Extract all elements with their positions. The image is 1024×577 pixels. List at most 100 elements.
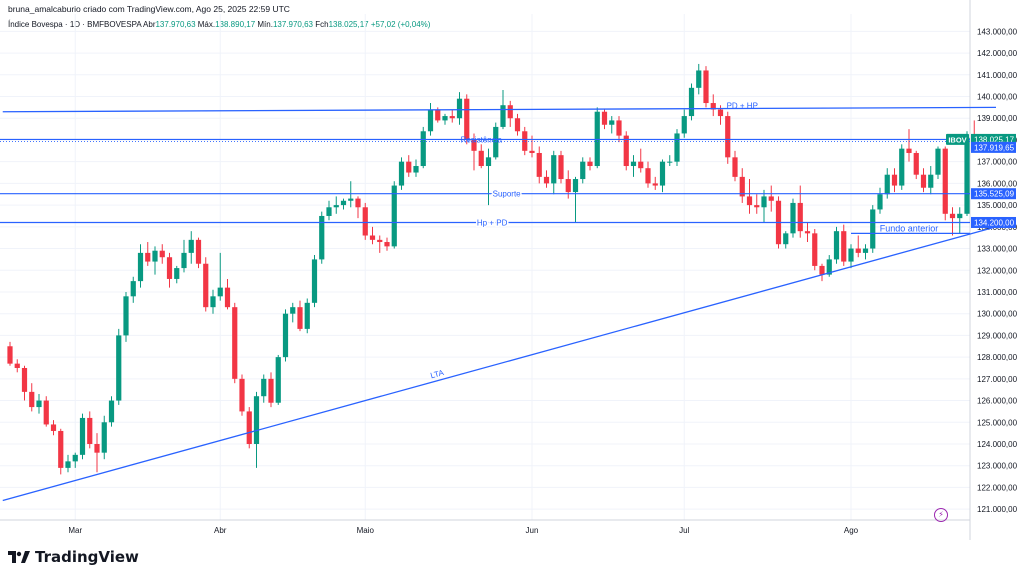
y-tick-label: 122.000,00 <box>977 483 1018 492</box>
candle-up <box>413 166 419 173</box>
candle-up <box>217 287 223 297</box>
candle-up <box>500 105 506 127</box>
ohlc-legend: Índice Bovespa · 1D · BMFBOVESPA Abr137.… <box>8 20 430 29</box>
candle-down <box>601 111 608 125</box>
y-tick-label: 143.000,00 <box>977 27 1018 36</box>
y-tick-label: 136.000,00 <box>977 179 1018 188</box>
price-label-box <box>971 216 1016 228</box>
flash-icon[interactable]: ⚡ <box>934 508 948 522</box>
price-label-box <box>971 133 1016 145</box>
candle-up <box>928 174 934 188</box>
candle-up <box>333 205 339 208</box>
low-value: 137.970,63 <box>272 20 313 29</box>
candle-up <box>877 194 883 210</box>
candle-down <box>812 233 818 266</box>
price-label-text: 138.025,17 <box>974 135 1015 144</box>
candle-up <box>188 239 194 253</box>
close-value: 138.025,17 <box>328 20 369 29</box>
candle-up <box>572 179 579 193</box>
candle-up <box>101 422 107 453</box>
y-tick-label: 124.000,00 <box>977 440 1018 449</box>
candle-down <box>514 118 521 132</box>
candle-down <box>166 257 173 279</box>
candle-down <box>14 363 20 368</box>
candle-down <box>297 307 303 329</box>
candle-down <box>224 287 231 308</box>
candle-down <box>7 346 13 364</box>
candle-down <box>768 196 774 201</box>
candle-down <box>920 174 927 188</box>
y-tick-label: 127.000,00 <box>977 375 1018 384</box>
candle-up <box>304 302 310 329</box>
support-label: Suporte <box>493 190 522 199</box>
close-label: Fch <box>315 20 329 29</box>
candle-up <box>116 335 122 401</box>
candle-down <box>355 198 361 208</box>
candle-down <box>732 157 738 177</box>
high-value: 138.890,17 <box>215 20 256 29</box>
candle-down <box>29 391 35 408</box>
candle-down <box>587 161 593 167</box>
candle-down <box>855 248 861 253</box>
candle-down <box>558 155 564 180</box>
x-tick-label: Maio <box>357 526 375 535</box>
candle-down <box>435 109 441 121</box>
y-tick-label: 130.000,00 <box>977 310 1018 319</box>
candle-up <box>275 357 281 403</box>
candle-up <box>580 161 586 180</box>
candle-up <box>826 259 832 275</box>
candle-down <box>478 150 484 167</box>
y-tick-label: 131.000,00 <box>977 288 1018 297</box>
price-label-text: 137.919,65 <box>974 143 1015 152</box>
candle-down <box>246 411 252 444</box>
open-value: 137.970,63 <box>155 20 196 29</box>
candle-down <box>87 417 93 444</box>
x-tick-label: Jun <box>526 526 539 535</box>
candle-up <box>391 185 397 247</box>
candle-down <box>159 250 165 258</box>
candle-up <box>783 233 789 245</box>
candle-down <box>529 150 535 153</box>
candle-down <box>522 131 528 151</box>
candle-down <box>652 183 658 186</box>
candle-down <box>725 116 731 158</box>
candle-up <box>667 161 673 163</box>
y-tick-label: 121.000,00 <box>977 505 1018 514</box>
symbol-badge <box>946 133 969 145</box>
candle-down <box>536 152 542 177</box>
candle-up <box>790 202 796 234</box>
candle-up <box>326 207 332 216</box>
tradingview-logo-icon <box>8 551 30 563</box>
candle-up <box>862 248 869 253</box>
pd-hp-label: PD + HP <box>727 101 758 110</box>
candle-down <box>369 235 376 240</box>
fundo-anterior-label: Fundo anterior <box>880 223 939 233</box>
candle-down <box>906 148 912 153</box>
candle-down <box>913 152 919 175</box>
candle-up <box>681 116 687 134</box>
candle-up <box>174 268 180 279</box>
candle-up <box>137 252 144 282</box>
tradingview-logo[interactable]: TradingView <box>8 548 139 566</box>
candle-down <box>21 367 28 392</box>
candle-up <box>261 378 267 397</box>
y-tick-label: 142.000,00 <box>977 49 1018 58</box>
candle-down <box>464 98 470 140</box>
candle-down <box>384 242 390 247</box>
price-label-text: 134.200,00 <box>974 218 1015 227</box>
candle-up <box>456 98 463 119</box>
candle-up <box>493 126 499 158</box>
x-tick-label: Abr <box>214 526 227 535</box>
candle-down <box>949 213 956 219</box>
candle-down <box>406 161 412 173</box>
symbol-label[interactable]: Índice Bovespa · 1D · BMFBOVESPA <box>8 20 142 29</box>
candle-up <box>65 461 71 468</box>
candle-down <box>58 430 64 468</box>
candle-up <box>870 209 876 249</box>
open-label: Abr <box>143 20 156 29</box>
candle-down <box>717 109 724 117</box>
candle-up <box>964 137 970 214</box>
candle-up <box>935 148 941 175</box>
candle-up <box>181 252 187 269</box>
